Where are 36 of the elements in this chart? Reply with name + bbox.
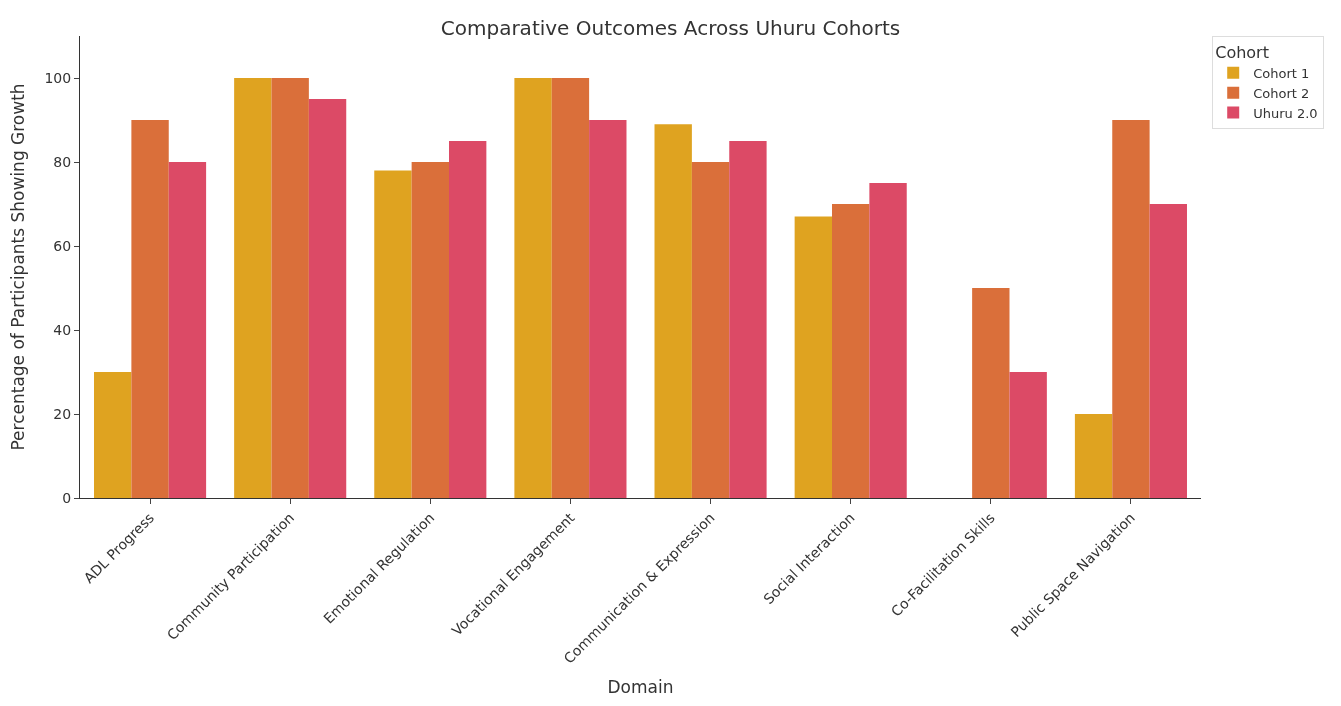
bar xyxy=(449,141,487,498)
bar xyxy=(168,162,207,498)
bar xyxy=(691,162,730,498)
bar xyxy=(374,170,412,498)
y-axis-title: Percentage of Participants Showing Growth xyxy=(8,83,29,451)
bar xyxy=(271,78,309,498)
bar xyxy=(514,78,552,498)
bar xyxy=(1074,414,1113,498)
bar xyxy=(1009,372,1047,498)
y-tick-label: 0 xyxy=(62,489,72,506)
bar xyxy=(972,288,1010,498)
bar xyxy=(551,78,590,498)
bar xyxy=(589,120,627,498)
legend-label: Cohort 1 xyxy=(1253,65,1310,81)
chart-title: Comparative Outcomes Across Uhuru Cohorts xyxy=(440,16,901,41)
bar xyxy=(411,162,449,498)
bar xyxy=(308,99,347,498)
bar xyxy=(832,204,870,498)
legend-title: Cohort xyxy=(1215,42,1269,62)
legend-label: Uhuru 2.0 xyxy=(1253,105,1318,121)
bar xyxy=(729,141,767,498)
bar xyxy=(131,120,169,498)
legend-label: Cohort 2 xyxy=(1253,85,1310,101)
y-tick-label: 40 xyxy=(53,321,72,338)
y-tick-label: 100 xyxy=(44,69,72,86)
bar xyxy=(234,78,272,498)
bar xyxy=(794,216,832,498)
bar xyxy=(654,124,692,498)
bar xyxy=(94,372,132,498)
bar xyxy=(1149,204,1187,498)
bar xyxy=(1112,120,1150,498)
bar xyxy=(869,183,907,498)
y-tick-label: 60 xyxy=(53,237,72,254)
y-tick-label: 80 xyxy=(53,153,72,170)
y-tick-label: 20 xyxy=(53,405,72,422)
x-axis-title: Domain xyxy=(607,677,674,698)
